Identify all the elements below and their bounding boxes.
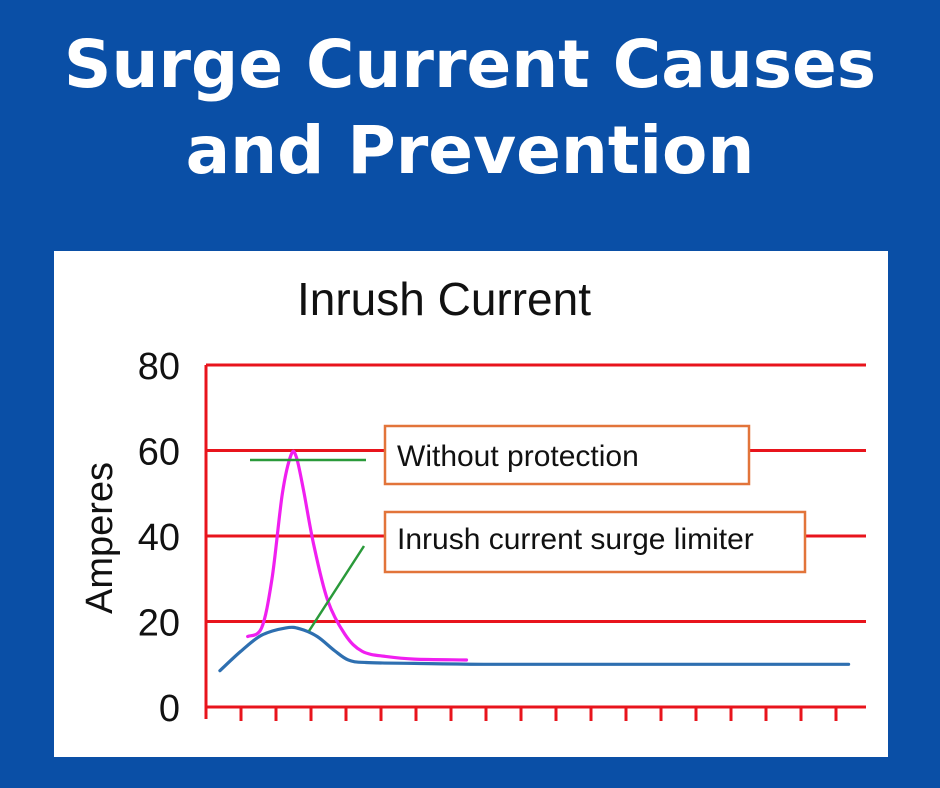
banner-title: Surge Current Causes and Prevention [0,22,940,194]
y-axis-label: Amperes [79,462,121,614]
y-tick-label: 60 [138,432,180,474]
y-tick-label: 40 [138,517,180,559]
inrush-current-chart: Inrush Current Amperes 0 20 40 60 80 Without… [79,273,866,730]
y-tick-labels: 0 20 40 60 80 [138,346,180,730]
series-line-surge-limiter [218,625,851,673]
leader-line-surge-limiter [307,545,366,632]
y-tick-label: 0 [159,688,180,730]
banner-title-line-1: Surge Current Causes [63,26,877,103]
callout-label-surge-limiter: Inrush current surge limiter [397,523,754,556]
chart-card: Inrush Current Amperes 0 20 40 60 80 Without… [54,251,888,757]
y-tick-label: 20 [138,603,180,645]
callout-box-surge-limiter [383,510,807,574]
chart-title: Inrush Current [297,273,591,325]
banner-title-line-2: and Prevention [185,112,755,189]
callout-label-without-protection: Without protection [397,440,639,473]
series-line-without-protection [246,449,469,662]
series-layer [218,449,851,673]
y-tick-label: 80 [138,346,180,388]
callout-box-without-protection [383,424,751,486]
